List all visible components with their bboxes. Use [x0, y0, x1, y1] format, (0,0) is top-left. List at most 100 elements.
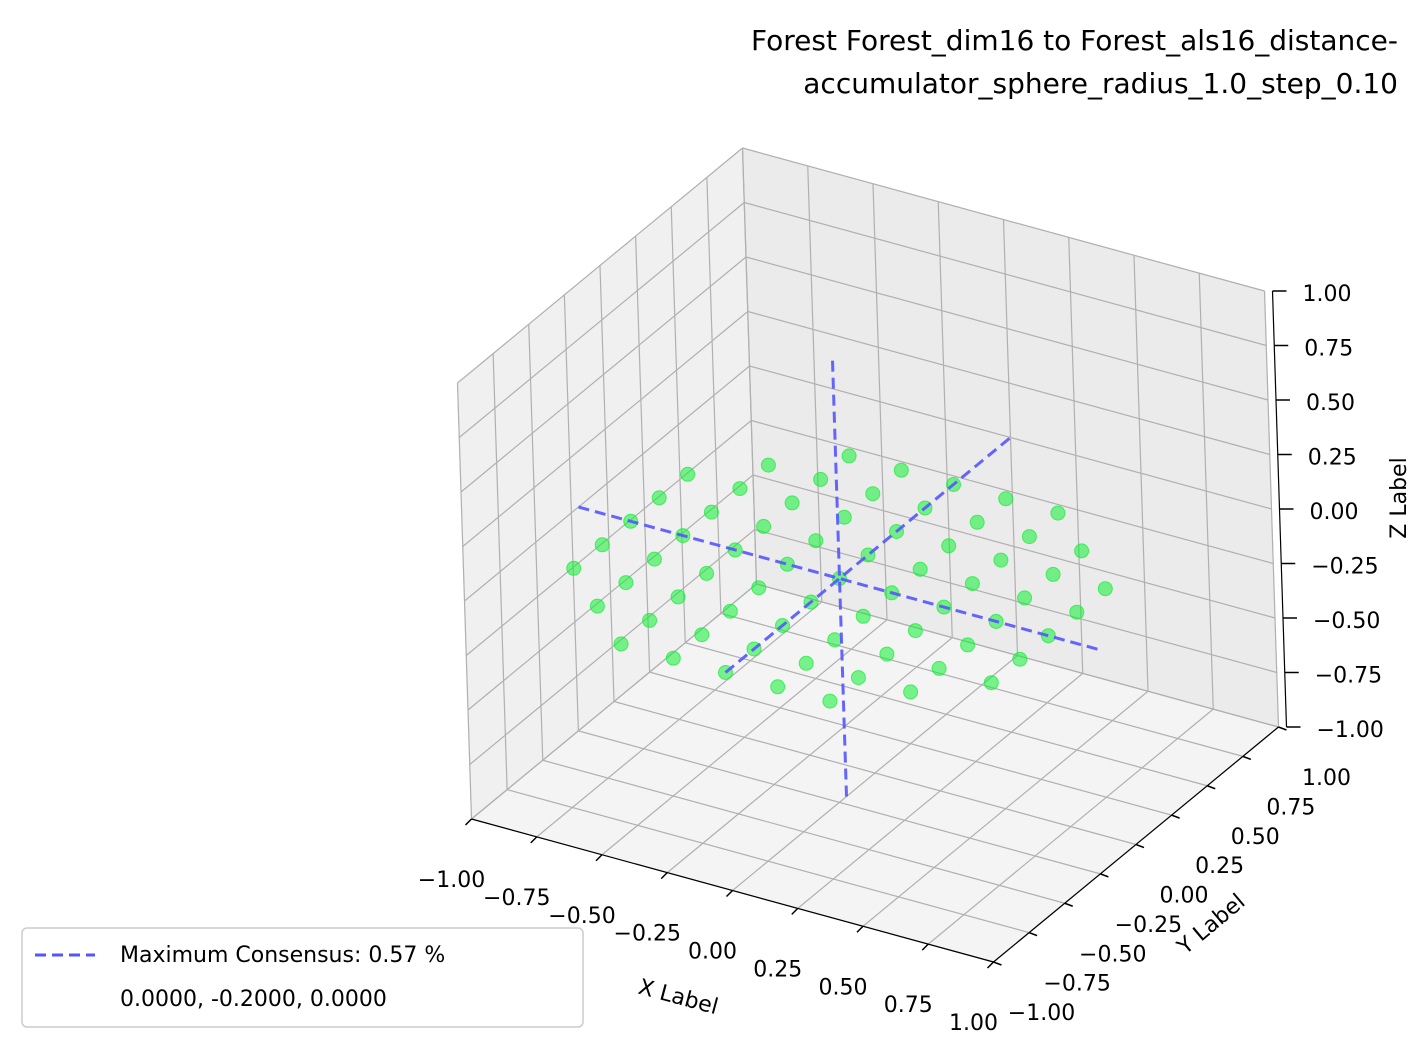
- grid-line: [465, 420, 752, 656]
- point: [907, 623, 923, 639]
- point: [784, 495, 800, 511]
- z-tick-label: −0.25: [1311, 555, 1378, 580]
- z-tick-label: 0.50: [1306, 391, 1355, 416]
- point: [1074, 543, 1090, 559]
- legend-label: 0.0000, -0.2000, 0.0000: [120, 987, 387, 1012]
- y-tick-label: −0.50: [1079, 942, 1146, 967]
- z-tick-label: 0.75: [1304, 337, 1353, 362]
- legend-label: Maximum Consensus: 0.57 %: [120, 943, 445, 968]
- x-axis-line: [471, 818, 994, 963]
- point: [751, 580, 767, 596]
- grid-line: [752, 474, 1276, 619]
- point: [912, 561, 928, 577]
- grid-line: [464, 365, 750, 602]
- grid-line: [745, 256, 1269, 401]
- point: [703, 504, 719, 520]
- grid-line: [471, 583, 757, 820]
- point: [827, 632, 843, 648]
- grid-line: [754, 528, 1277, 674]
- point: [841, 448, 857, 464]
- tick-mark: [986, 961, 995, 969]
- x-tick-label: 0.75: [884, 993, 933, 1018]
- z-tick-label: 1.00: [1303, 282, 1352, 307]
- consensus-line-x: [578, 505, 1101, 652]
- tick-mark: [1206, 785, 1216, 790]
- point: [879, 646, 895, 662]
- x-tick-label: 0.50: [819, 975, 868, 1000]
- y-tick-label: −0.25: [1115, 913, 1182, 938]
- point: [646, 551, 662, 567]
- tick-mark: [1171, 814, 1180, 819]
- y-tick-label: 1.00: [1302, 766, 1351, 791]
- tick-mark: [530, 836, 538, 844]
- grid-line: [506, 789, 1030, 934]
- tick-mark: [1064, 902, 1074, 907]
- point: [941, 538, 957, 554]
- point: [983, 675, 999, 691]
- point: [1097, 581, 1113, 597]
- grid-line: [458, 202, 745, 438]
- point: [613, 636, 629, 652]
- tick-mark: [993, 961, 1002, 966]
- x-tick-label: −1.00: [418, 868, 485, 893]
- point: [893, 462, 909, 478]
- point: [931, 660, 947, 676]
- y-tick-label: 0.75: [1266, 795, 1315, 820]
- grid-line: [457, 147, 743, 384]
- point: [694, 627, 710, 643]
- tick-mark: [1278, 726, 1287, 731]
- point: [813, 471, 829, 487]
- point: [1045, 566, 1061, 582]
- x-tick-label: −0.50: [548, 904, 615, 929]
- point: [589, 598, 605, 614]
- grid-line: [685, 642, 1208, 787]
- chart-title: Forest Forest_dim16 to Forest_als16_dist…: [751, 24, 1398, 57]
- grid-line: [747, 310, 1270, 456]
- axes: −1.00−0.75−0.50−0.250.000.250.500.751.00…: [418, 282, 1412, 1036]
- z-tick-label: 0.00: [1310, 500, 1359, 525]
- point: [822, 693, 838, 709]
- y-tick-label: −1.00: [1008, 1001, 1075, 1026]
- z-tick-label: −1.00: [1317, 718, 1384, 743]
- tick-mark: [856, 925, 864, 933]
- point: [808, 533, 824, 549]
- y-tick-label: −0.75: [1043, 972, 1110, 997]
- point: [993, 552, 1009, 568]
- z-axis-label: Z Label: [1387, 457, 1412, 538]
- grid-line: [744, 201, 1267, 347]
- point: [865, 486, 881, 502]
- tick-mark: [725, 889, 734, 898]
- point: [699, 565, 715, 581]
- x-tick-label: −0.75: [483, 886, 550, 911]
- point: [642, 612, 658, 628]
- point: [855, 608, 871, 624]
- point: [1021, 529, 1037, 545]
- point: [1040, 628, 1056, 644]
- grid-line: [751, 419, 1274, 565]
- point: [1017, 590, 1033, 606]
- grid-line: [742, 147, 1265, 292]
- chart-title: accumulator_sphere_radius_1.0_step_0.10: [803, 67, 1398, 100]
- point: [680, 466, 696, 482]
- point: [770, 679, 786, 695]
- point: [964, 576, 980, 592]
- point: [1012, 651, 1028, 667]
- y-tick-label: 0.00: [1160, 884, 1209, 909]
- point: [760, 457, 776, 473]
- point: [779, 556, 795, 572]
- point: [998, 491, 1014, 507]
- point: [798, 655, 814, 671]
- point: [665, 650, 681, 666]
- y-tick-label: 0.50: [1231, 825, 1280, 850]
- z-tick-label: 0.25: [1308, 446, 1357, 471]
- point: [903, 684, 919, 700]
- grid-line: [578, 730, 1101, 875]
- z-tick-label: −0.50: [1313, 609, 1380, 634]
- grid-line: [749, 365, 1272, 510]
- point: [960, 637, 976, 653]
- tick-mark: [660, 872, 668, 880]
- z-tick-label: −0.75: [1315, 664, 1382, 689]
- tick-mark: [595, 854, 603, 862]
- x-tick-label: 0.00: [688, 940, 737, 965]
